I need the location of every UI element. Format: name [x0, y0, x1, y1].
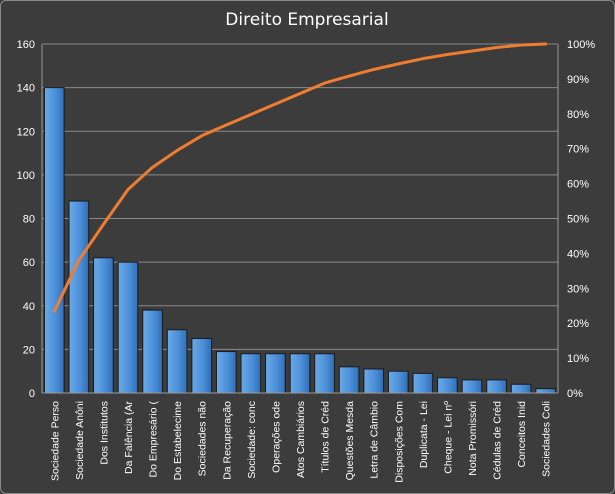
- y-left-tick-label: 60: [23, 257, 35, 269]
- bar: [240, 353, 262, 394]
- x-category-label: Do Empresário (: [148, 401, 160, 478]
- bar: [486, 379, 507, 394]
- x-category-label: Cheque - Lei nº: [442, 401, 454, 474]
- y-right-tick-label: 20%: [567, 318, 589, 330]
- chart-title: Direito Empresarial: [225, 10, 388, 30]
- bar: [215, 351, 237, 394]
- y-right-tick-label: 40%: [567, 248, 589, 260]
- bar: [437, 377, 458, 394]
- bar-series: [43, 87, 557, 394]
- x-category-label: Sociedade Anôni: [74, 401, 86, 480]
- y-left-tick-label: 40: [23, 301, 35, 313]
- x-category-label: Cédulas de Créd: [492, 401, 504, 480]
- y-right-tick-label: 50%: [567, 214, 589, 226]
- y-right-tick-label: 0%: [567, 388, 583, 400]
- bar: [535, 388, 557, 394]
- y-right-tick-label: 100%: [567, 39, 595, 51]
- x-category-label: Da Falência (Ar: [123, 401, 135, 474]
- x-category-label: Operações ode: [270, 401, 282, 473]
- x-category-label: Sociedades não: [197, 401, 209, 476]
- y-left-tick-label: 100: [17, 170, 35, 182]
- x-category-label: Sociedade: conc: [246, 401, 258, 479]
- x-category-label: Atos Cambiários: [295, 401, 307, 478]
- x-category-label: Duplicata - Lei: [418, 401, 430, 468]
- bar: [43, 87, 65, 394]
- x-category-label: Conceitos Inid: [516, 401, 528, 468]
- cumulative-line: [52, 42, 548, 313]
- y-right-tick-label: 10%: [567, 353, 589, 365]
- bar: [363, 368, 385, 394]
- bar: [510, 383, 532, 394]
- axis-labels: 0 20 40 60 80 100 120 140 160 0% 10% 20% 30% 40% 50% 60…: [17, 39, 596, 483]
- bar: [265, 353, 286, 394]
- x-category-label: Títulos de Créd: [320, 401, 332, 473]
- x-category-label: Disposições Com: [393, 401, 405, 483]
- x-category-label: Sociedade Perso: [49, 401, 61, 481]
- y-left-tick-label: 160: [17, 39, 35, 51]
- y-right-tick-label: 80%: [567, 109, 589, 121]
- bar: [93, 257, 114, 394]
- bar: [191, 337, 213, 394]
- y-left-tick-label: 20: [23, 344, 35, 356]
- x-category-label: Do Estabelecime: [172, 401, 184, 481]
- bar: [412, 372, 434, 394]
- axes: [41, 44, 559, 394]
- y-right-tick-label: 90%: [567, 74, 589, 86]
- bar: [166, 329, 188, 394]
- y-right-tick-label: 60%: [567, 179, 589, 191]
- x-category-label: Sociedades Coli: [541, 401, 553, 477]
- y-left-tick-label: 0: [29, 388, 35, 400]
- x-category-label: Da Recuperação: [221, 401, 233, 480]
- bar: [68, 200, 90, 394]
- y-left-tick-label: 80: [23, 214, 35, 226]
- x-category-label: Questões Mesda: [344, 401, 356, 481]
- x-category-label: Letra de Câmbio: [369, 401, 381, 479]
- bar: [461, 379, 483, 394]
- x-category-label: Nota Promissóri: [467, 401, 479, 476]
- y-right-tick-label: 70%: [567, 144, 589, 156]
- bar: [338, 366, 360, 394]
- bar: [142, 309, 163, 394]
- y-right-tick-label: 30%: [567, 283, 589, 295]
- bar: [387, 370, 409, 394]
- bar: [314, 353, 335, 394]
- bar: [289, 353, 311, 394]
- x-category-label: Dos Institutos: [98, 401, 110, 465]
- y-left-tick-label: 120: [17, 126, 35, 138]
- cumulative-line-series: [52, 42, 548, 313]
- bar: [117, 261, 139, 394]
- y-left-tick-label: 140: [17, 83, 35, 95]
